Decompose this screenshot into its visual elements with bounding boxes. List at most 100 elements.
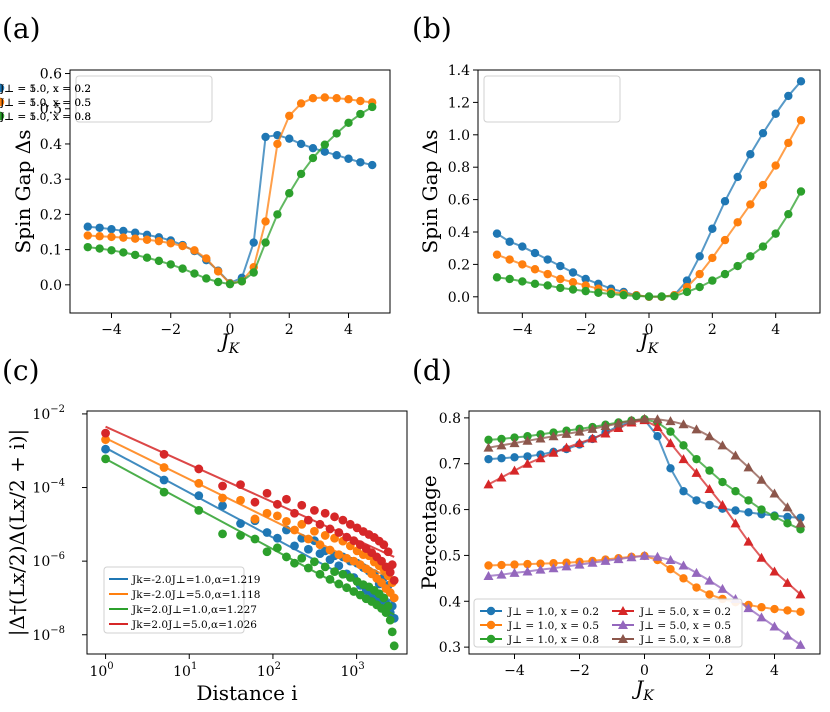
panel-c-series-2-point	[387, 627, 397, 637]
panel-d-series-0-point	[484, 454, 493, 464]
panel-label-b: (b)	[412, 12, 452, 45]
panel-d-series-4-point	[691, 567, 702, 577]
panel-b-series-0-point	[784, 91, 793, 101]
panel-a-series-2-point	[344, 118, 353, 128]
panel-d-ytick-label: 0.8	[439, 411, 461, 427]
panel-c-series-1-point	[349, 556, 359, 566]
panel-d-series-1-point	[796, 607, 805, 617]
panel-d-series-3-point	[548, 447, 559, 457]
panel-b-series-0-point	[758, 128, 768, 138]
panel-d-ytick-label: 0.3	[439, 640, 461, 656]
panel-d-series-4-point	[626, 552, 637, 562]
panel-a-ytick-label: 0.6	[40, 67, 62, 83]
panel-c-series-3-point	[315, 519, 325, 529]
panel-c-series-3-point	[310, 505, 319, 515]
panel-a-series-0-point	[332, 151, 341, 160]
panel-c-series-3-point	[297, 500, 307, 510]
panel-d-series-0-point	[692, 496, 701, 505]
panel-c-series-2-point	[389, 641, 399, 651]
panel-a-series-1-point	[154, 236, 164, 246]
panel-a-xtick-label: 0	[226, 322, 235, 338]
panel-c-series-2-point	[342, 583, 352, 593]
panel-d-series-1-point	[523, 559, 532, 569]
panel-d-xtick-label: −4	[504, 663, 525, 679]
panel-b-plot: −4 −2 0 2 40.00.20.40.60.81.01.21.4J⊥ = 5.0,…	[0, 63, 821, 357]
panel-d-series-1-point	[510, 560, 519, 569]
panel-d-series-3-point	[769, 566, 780, 576]
panel-b-series-0-point	[556, 261, 565, 271]
panel-b-legend-swatch-marker	[0, 111, 5, 121]
panel-a-ytick-label: 0.5	[40, 102, 62, 118]
panel-d-series-4-point	[743, 603, 754, 613]
panel-c-series-1-point	[159, 463, 169, 472]
panel-d-ytick-label: 0.6	[439, 503, 461, 519]
panel-c-series-2-point	[194, 505, 204, 515]
panel-c-legend: Jk=-2.0J⊥=1.0,α=1.219 Jk=-2.0J⊥=5.0,α=1.1…	[103, 566, 260, 634]
panel-c-series-3-point	[262, 488, 272, 498]
panel-a-series-1-point	[261, 217, 270, 226]
panel-d-series-3-point	[561, 442, 572, 452]
panel-a-series-2-point	[285, 189, 294, 198]
panel-d-series-1-point	[536, 559, 545, 568]
panel-d-series-4-point	[600, 555, 611, 565]
panel-b-legend-swatch-marker	[0, 83, 5, 93]
panel-a-xtick-label: 2	[285, 322, 294, 338]
panel-a-series-0-line	[87, 134, 373, 285]
panel-c-plot-frame	[86, 410, 408, 655]
panel-d-ytick-label: 0.5	[439, 548, 461, 564]
panel-b-series-2-point	[505, 274, 514, 284]
panel-b-xlabel-sub: K	[647, 341, 660, 357]
panel-c-series-3-point	[272, 499, 282, 509]
panel-b-xtick-label: 2	[708, 322, 717, 338]
panel-d-series-2-point	[744, 496, 753, 505]
panel-a-series-2-point	[261, 238, 270, 247]
panel-d-legend-swatch-marker	[618, 606, 628, 615]
panel-b-ytick-label: 1.2	[448, 95, 470, 111]
panel-b-series-2-point	[632, 291, 641, 301]
panel-a-series-0-point	[130, 228, 140, 237]
panel-d-series-5-point	[613, 418, 624, 428]
panel-b-series-2-point	[670, 291, 679, 301]
panel-b-series-2-point	[708, 276, 717, 285]
panel-d-series-2-point	[705, 466, 714, 475]
panel-c-series-2-point	[379, 593, 389, 603]
panel-a-series-0-point	[249, 238, 258, 247]
panel-b-series-2-point	[556, 283, 565, 293]
panel-c-series-2-point	[101, 454, 110, 464]
panel-a-legend-label: J⊥ = 1.0, x = 0.2	[0, 83, 91, 95]
panel-d-xlabel-sub: K	[642, 688, 655, 704]
panel-a-series-1-point	[119, 233, 128, 242]
panel-c-xtick-label: 101	[173, 661, 197, 680]
panel-c-series-3-point	[218, 481, 227, 491]
panel-d-series-3-point	[522, 458, 533, 468]
panel-a-series-2-point	[368, 102, 377, 112]
panel-a-series-2-point	[95, 244, 104, 253]
panel-b-series-2-point	[619, 290, 628, 300]
panel-b-series-2-point	[530, 279, 540, 289]
panel-b-series-1-point	[518, 260, 527, 269]
panel-d-legend: J⊥ = 1.0, x = 0.2 J⊥ = 1.0, x = 0.5 J⊥ = 1…	[473, 598, 743, 648]
panel-b-series-1-point	[695, 269, 704, 279]
panel-b-xlabel: JK	[636, 329, 660, 357]
panel-a-series-2-point	[178, 264, 187, 273]
panel-a-series-1-point	[107, 232, 116, 242]
panel-c-series-3-point	[342, 532, 352, 542]
panel-a-series-2-point	[166, 260, 175, 269]
panel-d-series-4-point	[652, 551, 663, 561]
panel-b-series-2-point	[695, 282, 704, 292]
panel-c-series-1-point	[310, 526, 319, 536]
panel-d-series-5-point	[548, 431, 559, 441]
panel-a-legend-label: J⊥ = 1.0, x = 0.8	[0, 111, 91, 123]
panel-b-xtick-label: 4	[771, 322, 780, 338]
panel-a-ytick-label: 0.3	[40, 172, 62, 188]
panel-d-legend-label: J⊥ = 5.0, x = 0.2	[639, 606, 731, 618]
panel-c-ytick-label: 10−8	[32, 625, 65, 644]
panel-a-xlabel-sub: K	[228, 341, 241, 357]
panel-b-series-2-point	[518, 277, 527, 286]
panel-c-series-2-point	[290, 558, 299, 568]
panel-d-series-3-point	[483, 479, 494, 489]
panel-d-series-4-point	[574, 559, 585, 569]
panel-b-ytick-label: 0.0	[448, 290, 470, 306]
panel-c-ytick-exponent: −6	[50, 551, 65, 562]
